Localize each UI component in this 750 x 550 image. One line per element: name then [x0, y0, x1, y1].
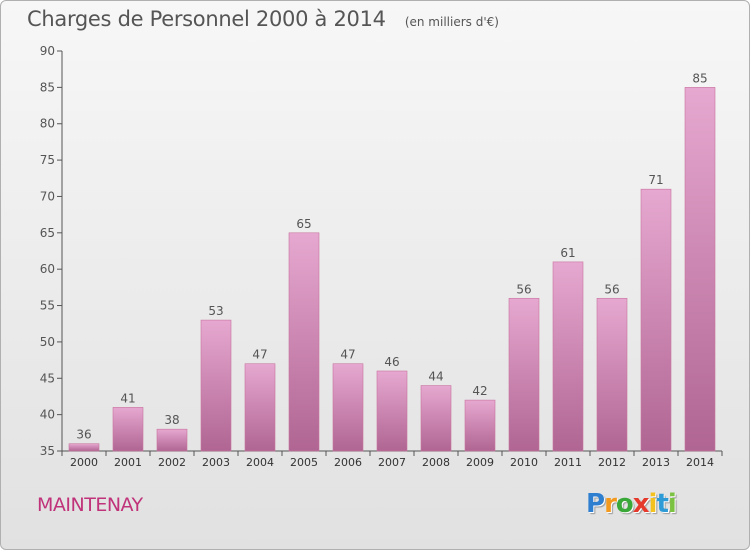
- data-label: 56: [604, 282, 619, 296]
- bars: [68, 87, 716, 452]
- logo-letter: o: [615, 489, 634, 519]
- y-tick-label: 65: [40, 226, 55, 240]
- x-tick-label: 2013: [642, 456, 670, 469]
- bar-2001: [112, 407, 144, 452]
- data-label: 65: [296, 217, 311, 231]
- x-tick-label: 2012: [598, 456, 626, 469]
- y-tick-label: 85: [40, 80, 55, 94]
- bar-2005: [288, 232, 320, 452]
- logo-letter: r: [604, 489, 617, 519]
- data-label: 71: [648, 173, 663, 187]
- y-tick-label: 60: [40, 262, 55, 276]
- x-tick-label: 2003: [202, 456, 230, 469]
- data-label: 85: [692, 71, 707, 85]
- bar-2007: [376, 370, 408, 452]
- logo-letter: i: [667, 489, 677, 519]
- bar-2011: [552, 261, 584, 452]
- data-label: 36: [76, 428, 91, 442]
- x-tick-label: 2011: [554, 456, 582, 469]
- axes: 35 40 45 50 55 60 65 70 75 80 85 90 2000 2001 2002 2003…: [40, 44, 723, 469]
- data-label: 56: [516, 282, 531, 296]
- y-tick-label: 70: [40, 189, 55, 203]
- y-tick-label: 80: [40, 117, 55, 131]
- bar-2009: [464, 399, 496, 452]
- x-tick-label: 2006: [334, 456, 362, 469]
- y-tick-label: 35: [40, 444, 55, 458]
- data-label: 42: [472, 384, 487, 398]
- data-label: 46: [384, 355, 399, 369]
- y-tick-label: 45: [40, 371, 55, 385]
- x-tick-label: 2000: [70, 456, 98, 469]
- bar-2010: [508, 297, 540, 452]
- chart-title: Charges de Personnel 2000 à 2014: [27, 7, 386, 31]
- logo-letter: x: [632, 489, 650, 519]
- x-tick-label: 2009: [466, 456, 494, 469]
- x-tick-label: 2010: [510, 456, 538, 469]
- x-tick-label: 2008: [422, 456, 450, 469]
- y-tick-label: 75: [40, 153, 55, 167]
- bar-2013: [640, 188, 672, 452]
- x-tick-label: 2014: [686, 456, 714, 469]
- x-tick-label: 2005: [290, 456, 318, 469]
- data-label: 47: [252, 348, 267, 362]
- chart-subtitle: (en milliers d'€): [404, 15, 499, 29]
- data-label: 61: [560, 246, 575, 260]
- bar-2003: [200, 319, 232, 452]
- y-tick-label: 50: [40, 335, 55, 349]
- bar-2006: [332, 363, 364, 452]
- logo-letter: i: [648, 489, 658, 519]
- bar-2004: [244, 363, 276, 452]
- data-label: 44: [428, 370, 443, 384]
- y-tick-label: 40: [40, 408, 55, 422]
- x-tick-label: 2007: [378, 456, 406, 469]
- logo-letter: P: [586, 489, 605, 519]
- logo-letter: t: [656, 489, 668, 519]
- data-label: 41: [120, 391, 135, 405]
- proxiti-logo[interactable]: Proxiti: [586, 489, 677, 519]
- x-tick-label: 2004: [246, 456, 274, 469]
- bar-2000: [68, 443, 100, 452]
- data-label: 38: [164, 413, 179, 427]
- y-tick-label: 55: [40, 299, 55, 313]
- bar-2008: [420, 385, 452, 452]
- x-tick-label: 2002: [158, 456, 186, 469]
- title-block: Charges de Personnel 2000 à 2014 (en mil…: [27, 7, 499, 31]
- data-label: 53: [208, 304, 223, 318]
- bar-2012: [596, 297, 628, 452]
- x-tick-label: 2001: [114, 456, 142, 469]
- data-labels: 36 41 38 53 47 65 47 46 44 42 56 61 56 71 85: [76, 71, 707, 441]
- bar-2014: [684, 87, 716, 452]
- data-label: 47: [340, 348, 355, 362]
- y-tick-label: 90: [40, 44, 55, 58]
- bar-2002: [156, 428, 188, 452]
- location-name: MAINTENAY: [37, 494, 143, 516]
